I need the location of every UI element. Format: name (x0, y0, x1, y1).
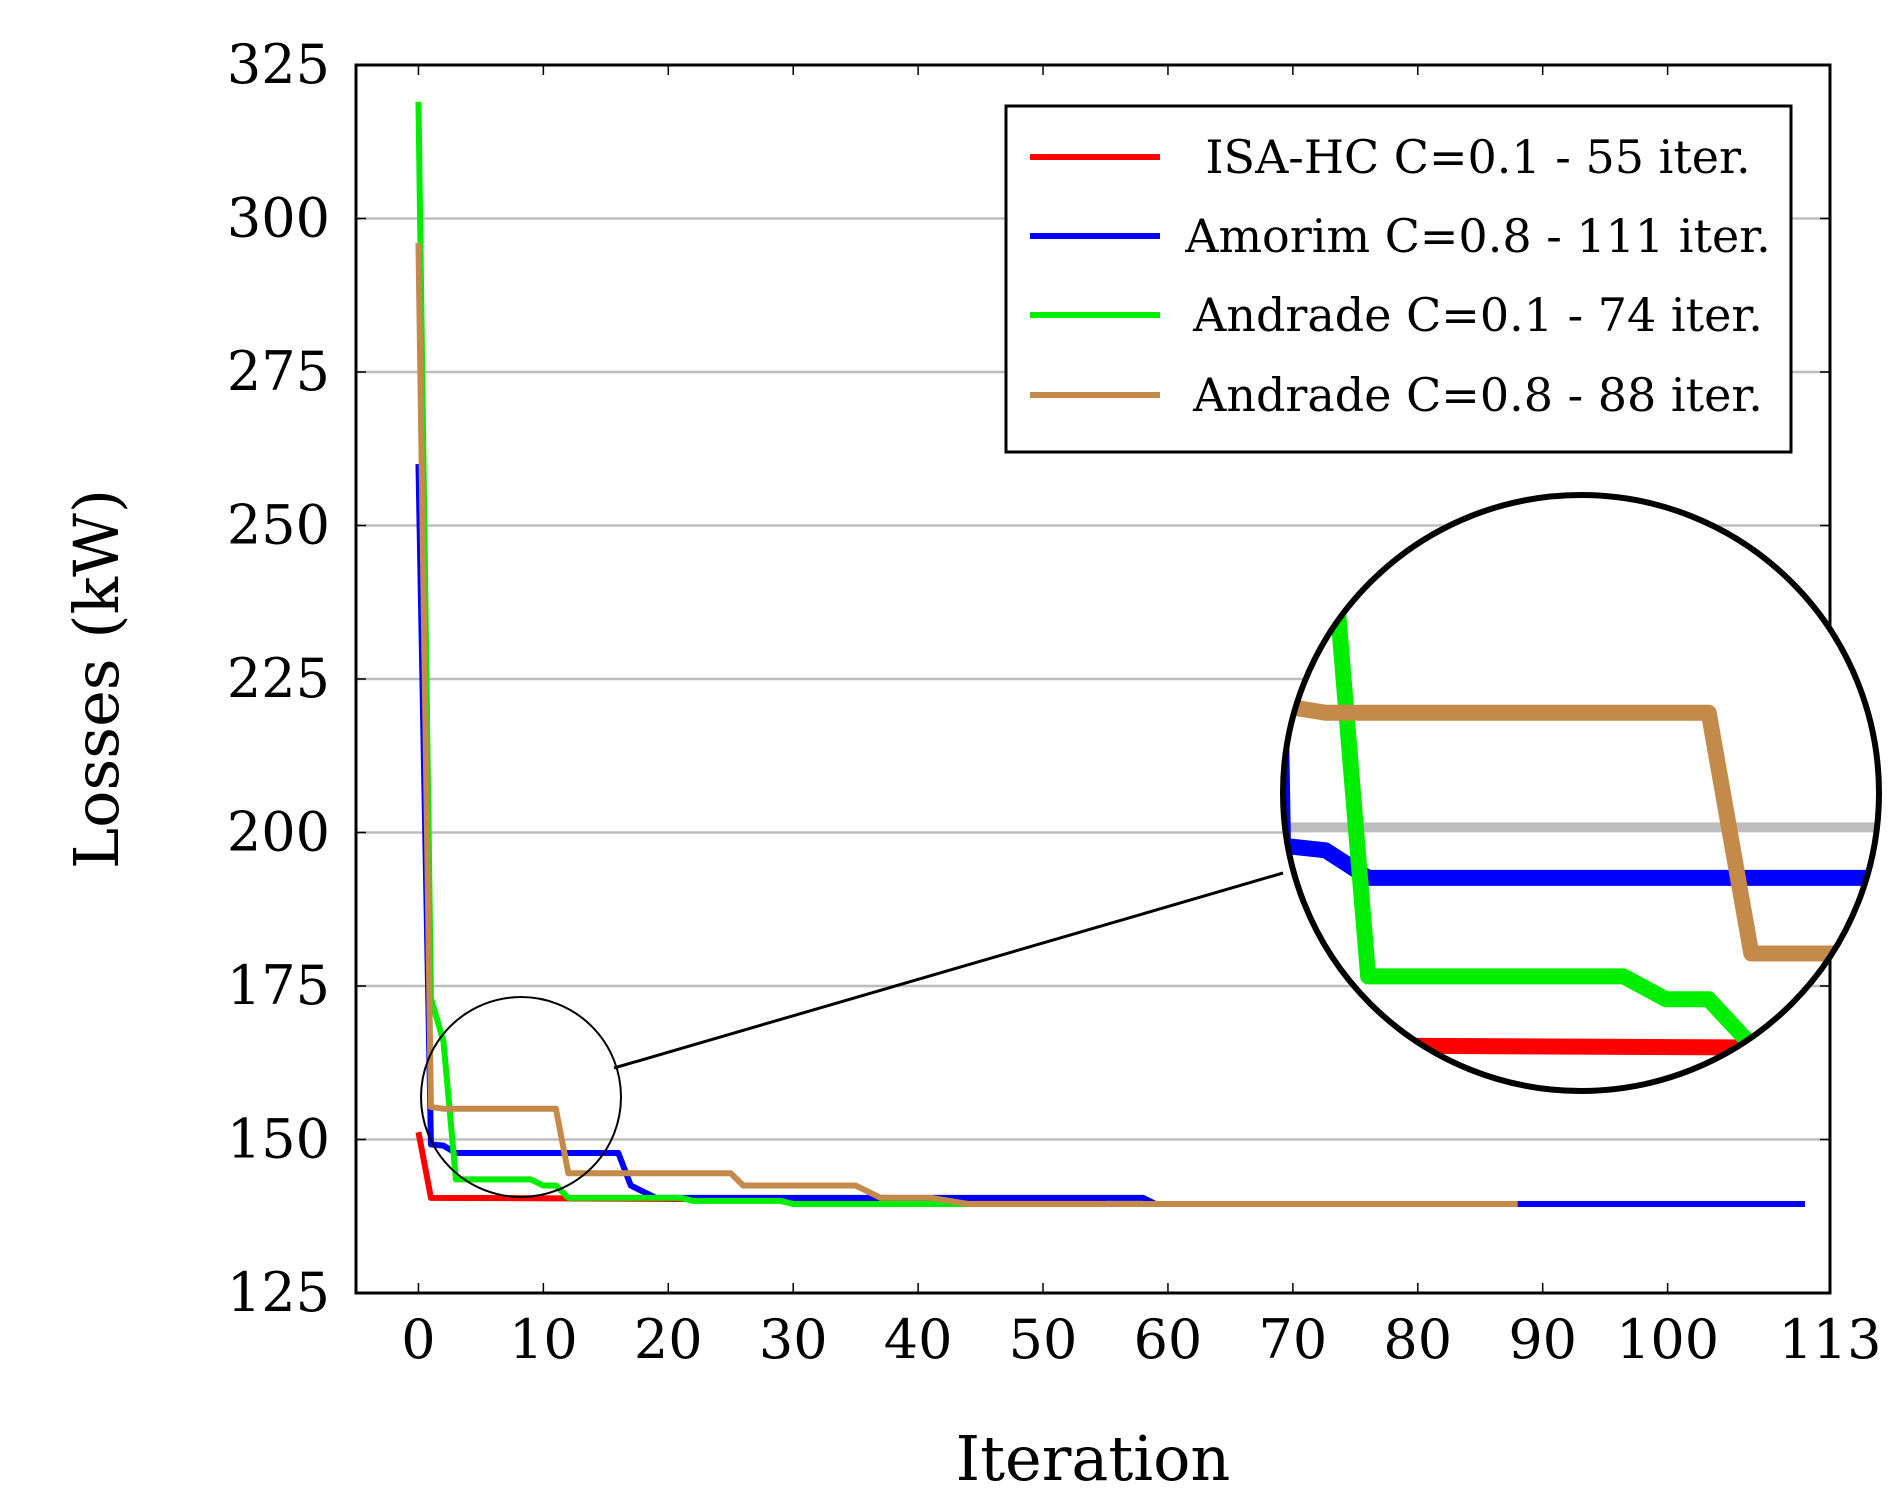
x-tick-label-50: 50 (1009, 1308, 1078, 1371)
series-line-andrade-c-0-1-74-iter (415, 101, 1343, 1207)
zoom-inset-circle (1280, 492, 1882, 1094)
x-tick-label-30: 30 (759, 1308, 828, 1371)
x-tick-label-0: 0 (401, 1308, 435, 1371)
zoom-inset-content (1283, 495, 1879, 1091)
y-tick-label-225: 225 (227, 647, 330, 710)
y-tick-label-200: 200 (227, 801, 330, 864)
legend-label-isa-hc: ISA-HC C=0.1 - 55 iter. (1205, 130, 1750, 184)
y-tick-label-275: 275 (227, 340, 330, 403)
zoom-series-line-andrade-c-0-8-88-iter (1283, 495, 1879, 1077)
y-tick-label-250: 250 (227, 494, 330, 557)
zoom-series-line-andrade-c-0-1-74-iter (1283, 495, 1879, 1077)
legend-label-andrade-01: Andrade C=0.1 - 74 iter. (1192, 288, 1763, 342)
series-layer (415, 101, 1806, 1207)
legend: ISA-HC C=0.1 - 55 iter. Amorim C=0.8 - 1… (1004, 104, 1793, 454)
series-line-andrade-c-0-8-88-iter (415, 243, 1518, 1207)
x-tick-label-80: 80 (1383, 1308, 1452, 1371)
y-tick-label-300: 300 (227, 187, 330, 250)
x-tick-label-100: 100 (1616, 1308, 1719, 1371)
x-tick-label-113: 113 (1778, 1308, 1881, 1371)
tick-labels: 125 150 175 200 225 250 275 300 325 0 10 20 30 40 50 60… (227, 33, 1882, 1371)
x-tick-label-10: 10 (509, 1308, 578, 1371)
y-tick-label-125: 125 (227, 1261, 330, 1324)
axis-ticks (356, 64, 1831, 1294)
x-tick-label-90: 90 (1508, 1308, 1577, 1371)
y-tick-label-175: 175 (227, 954, 330, 1017)
y-tick-label-150: 150 (227, 1108, 330, 1171)
zoom-connector-line (613, 871, 1284, 1070)
y-axis-title: Losses (kW) (60, 489, 133, 869)
zoom-annotation (420, 492, 1882, 1198)
legend-label-amorim: Amorim C=0.8 - 111 iter. (1184, 209, 1771, 263)
legend-label-andrade-08: Andrade C=0.8 - 88 iter. (1192, 368, 1763, 422)
x-tick-label-70: 70 (1259, 1308, 1328, 1371)
zoom-inset-background (1283, 495, 1879, 1091)
x-tick-label-40: 40 (884, 1308, 953, 1371)
y-tick-label-325: 325 (227, 33, 330, 96)
series-line-amorim-c-0-8-111-iter (415, 464, 1806, 1207)
zoom-source-circle (420, 996, 622, 1198)
x-tick-label-60: 60 (1134, 1308, 1203, 1371)
x-axis-title: Iteration (956, 1422, 1231, 1493)
zoom-series-line-amorim-c-0-8-111-iter (1283, 495, 1879, 1077)
x-tick-label-20: 20 (634, 1308, 703, 1371)
series-line-isa-hc-c-0-1-55-iter (415, 1131, 1106, 1204)
